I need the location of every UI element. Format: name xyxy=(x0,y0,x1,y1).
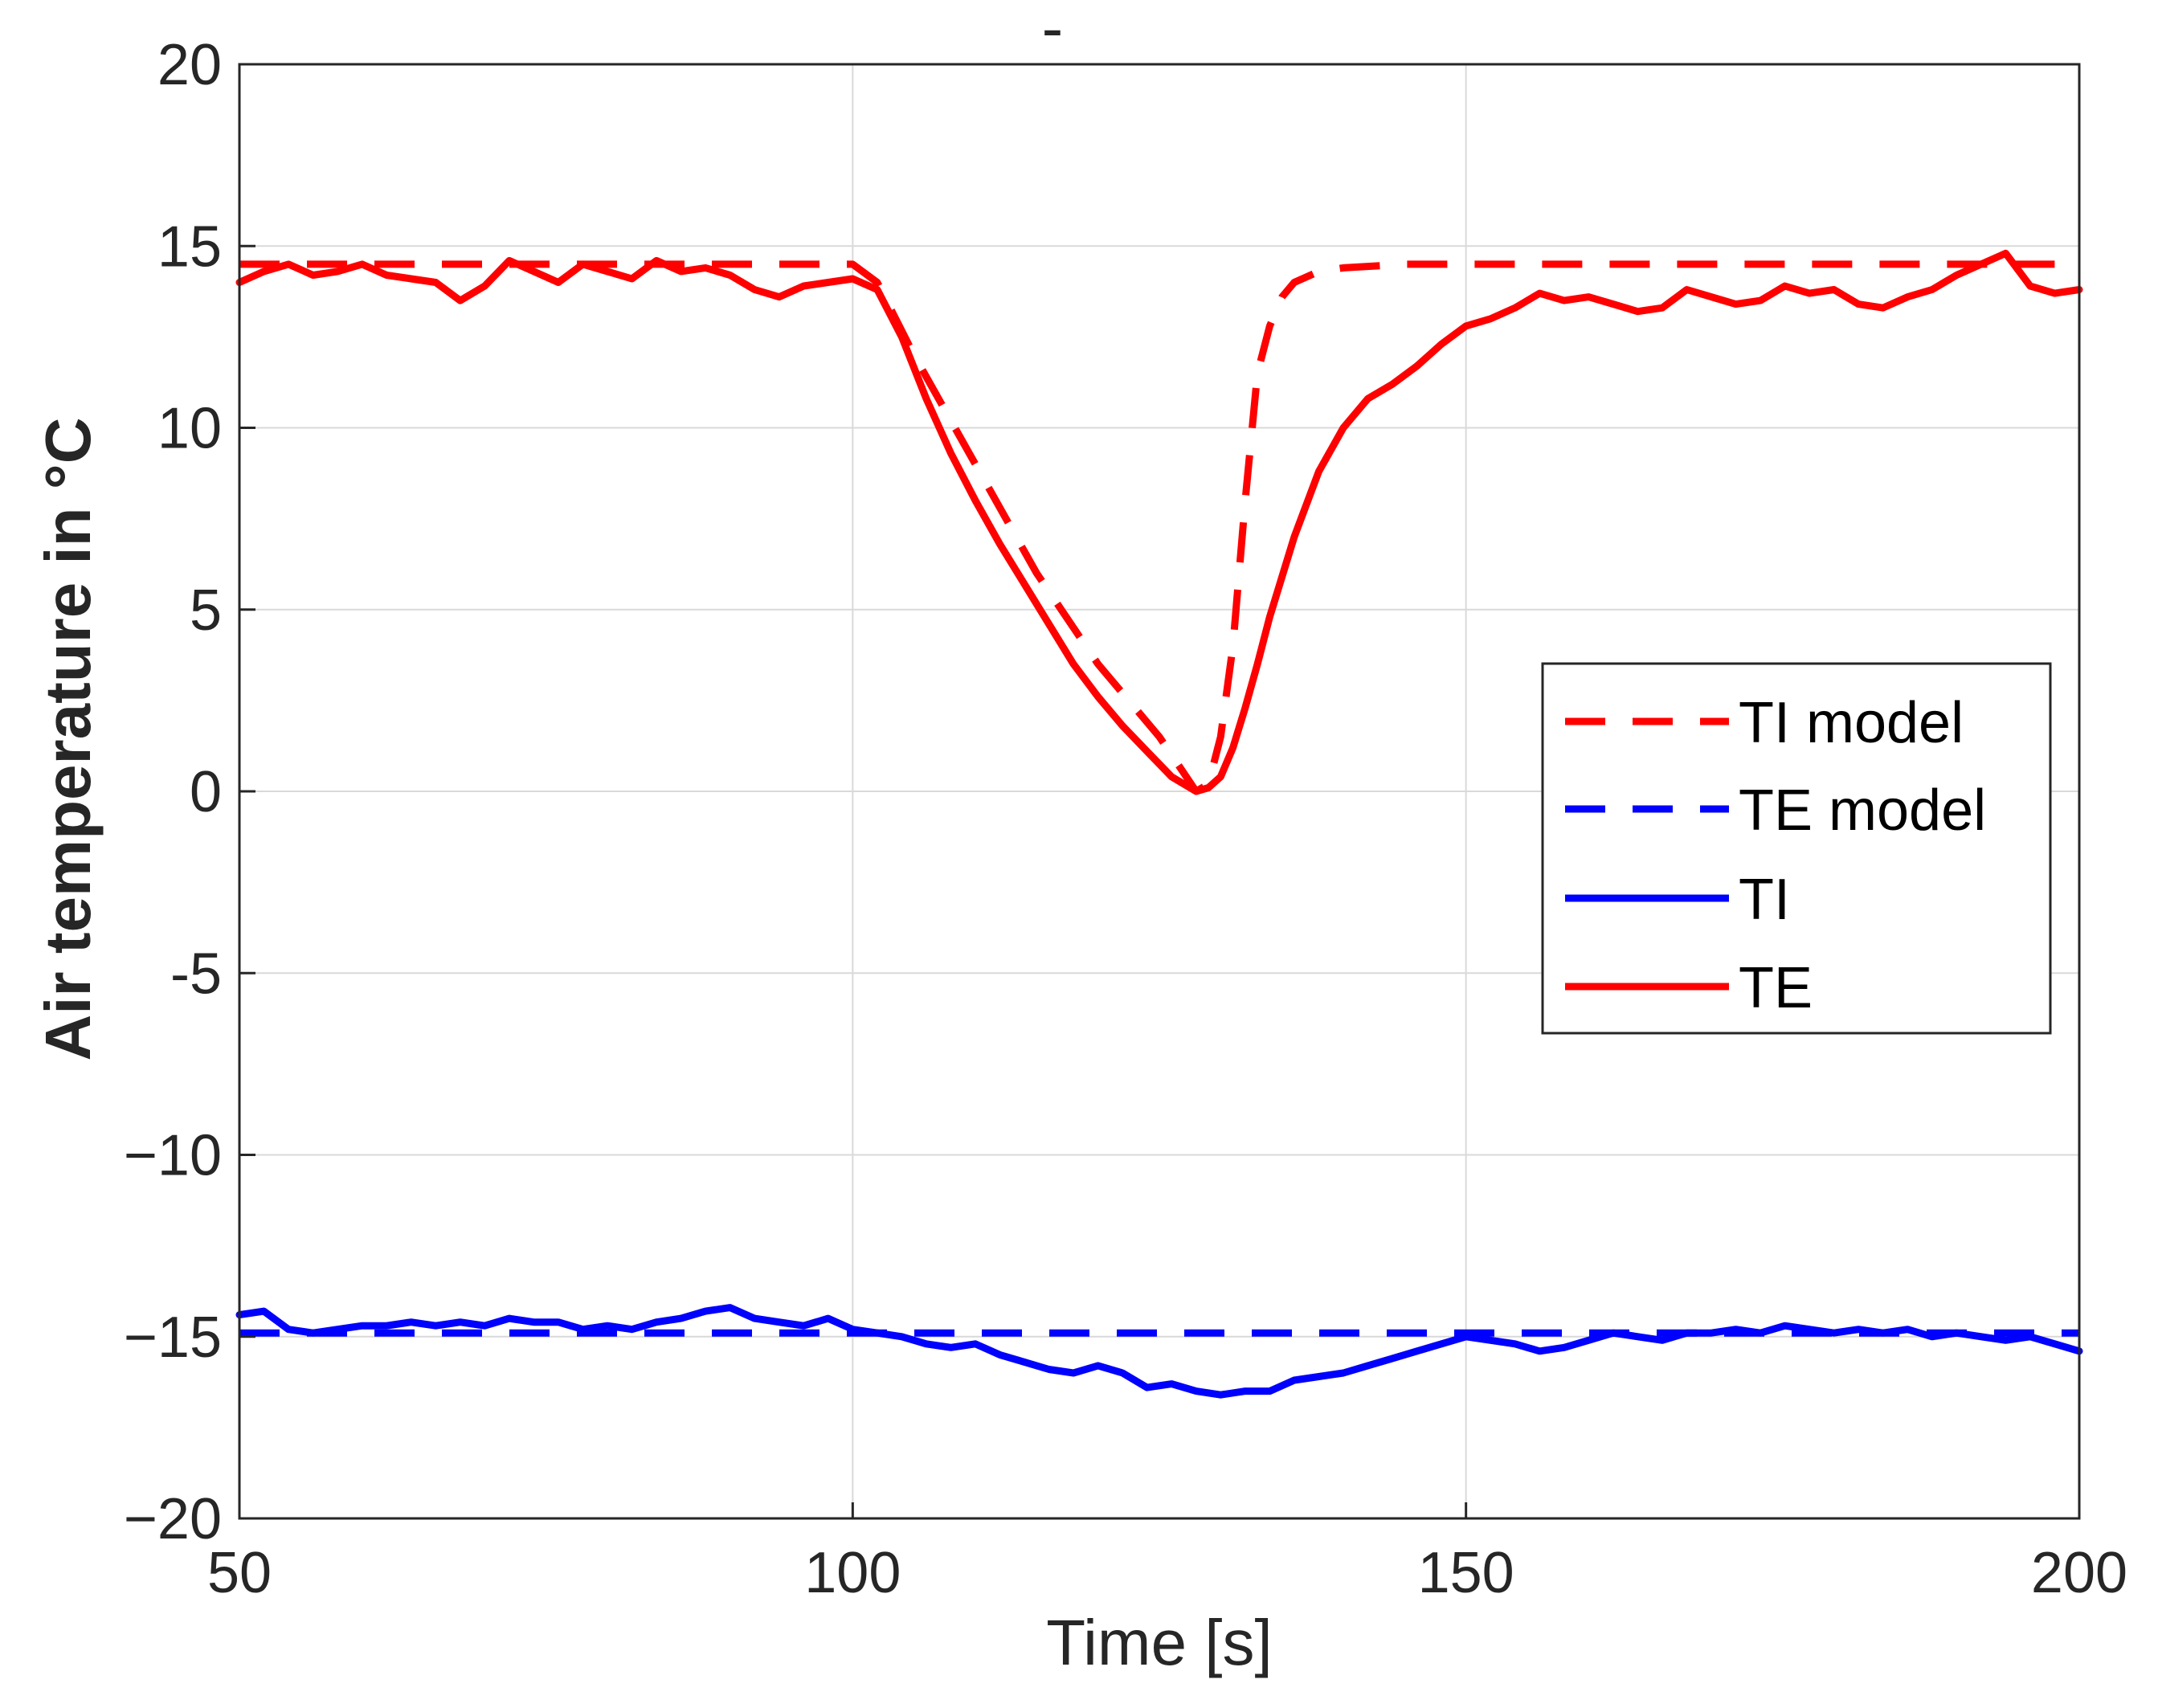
legend-label: TE xyxy=(1739,956,1813,1020)
series-line xyxy=(235,1304,2083,1399)
y-tick-label: 15 xyxy=(157,215,222,279)
grid xyxy=(239,64,2079,1518)
x-ticks: 50 100 150 200 xyxy=(207,1502,2127,1605)
y-tick-label: 10 xyxy=(157,397,222,461)
x-tick-label: 200 xyxy=(2031,1541,2127,1605)
legend-box xyxy=(1541,662,2052,1035)
y-tick-label: 0 xyxy=(190,760,222,824)
legend-label: TI xyxy=(1739,868,1790,932)
y-tick-label: −10 xyxy=(124,1124,222,1188)
legend-label: TI model xyxy=(1739,691,1964,755)
legend-label: TE model xyxy=(1739,778,1986,843)
y-tick-label: 20 xyxy=(157,33,222,97)
y-tick-label: −20 xyxy=(124,1487,222,1551)
legend: TI model TE model TI TE xyxy=(1541,662,2052,1035)
x-tick-label: 50 xyxy=(207,1541,272,1605)
x-tick-label: 100 xyxy=(804,1541,901,1605)
y-tick-label: -5 xyxy=(170,942,222,1006)
chart-title: - xyxy=(1042,0,1064,63)
series-layer xyxy=(235,249,2083,1399)
x-tick-label: 150 xyxy=(1418,1541,1514,1605)
y-axis-label: Air temperature in °C xyxy=(32,417,104,1060)
x-axis-label: Time [s] xyxy=(1046,1607,1272,1678)
series-line xyxy=(235,249,2083,795)
y-ticks: −20 −15 −10 -5 0 5 10 15 20 xyxy=(124,33,255,1551)
y-tick-label: −15 xyxy=(124,1306,222,1370)
series-line xyxy=(239,260,2079,795)
y-tick-label: 5 xyxy=(190,578,222,643)
